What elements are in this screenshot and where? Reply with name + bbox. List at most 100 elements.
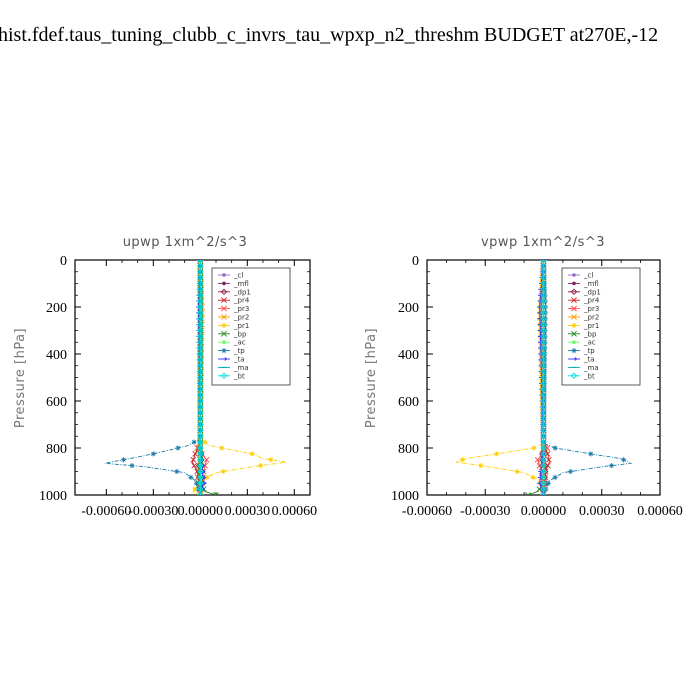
series-point-bt — [540, 462, 547, 469]
legend-marker — [221, 305, 227, 312]
series-point-bt — [197, 350, 204, 358]
series-point-tp — [608, 463, 615, 469]
legend-marker — [571, 330, 577, 337]
series-point-bt — [540, 327, 547, 334]
series-point-bt — [197, 403, 204, 411]
series-point-tp — [188, 474, 194, 480]
legend-label: _pr3 — [233, 305, 249, 313]
series-point-tp — [150, 451, 156, 457]
series-point-bt — [540, 292, 547, 299]
series-point-tp — [588, 451, 594, 457]
series-point-bt — [197, 262, 204, 270]
series-point-bt — [197, 380, 204, 387]
y-tick-label: 0 — [412, 254, 419, 269]
series-point-bt — [540, 303, 547, 311]
legend-label: _bp — [233, 330, 247, 338]
series-point-tp — [620, 457, 627, 463]
legend-label: _pr4 — [233, 297, 250, 305]
legend-label: _bt — [233, 372, 245, 380]
series-point-bt — [540, 274, 547, 281]
x-tick-label: 0.00030 — [579, 504, 625, 519]
plot-area-vpwp: 0 200 400 600 800 1000-0.00060 -0.00030 0.00000… — [391, 254, 683, 519]
y-tick-label: 600 — [46, 395, 67, 410]
legend-marker — [571, 314, 577, 320]
x-tick-label: 0.00000 — [521, 504, 567, 519]
series-point-bt — [197, 450, 204, 458]
series-point-tp — [193, 480, 200, 486]
series-point-pr1 — [531, 445, 537, 451]
legend-label: _ma — [583, 364, 599, 372]
series-point-tp — [545, 480, 551, 486]
series-point-bt — [540, 444, 547, 452]
y-axis-label-vpwp: Pressure [hPa] — [364, 328, 379, 428]
series-point-bt — [197, 397, 204, 405]
series-point-pr4 — [190, 456, 197, 463]
series-point-bt — [540, 309, 547, 317]
y-tick-label: 600 — [398, 395, 419, 410]
series-point-pr4 — [544, 462, 551, 469]
series-point-bt — [197, 409, 204, 416]
series-point-bt — [540, 362, 547, 369]
series-line-tp — [543, 260, 633, 495]
legend-label: _tp — [233, 347, 245, 355]
series-point-bt — [540, 344, 547, 352]
series-point-bt — [540, 491, 547, 495]
plot-area-upwp: 0 200 400 600 800 1000 -0.00060-0.00030 0.00000… — [39, 254, 317, 519]
legend-label: _ac — [583, 339, 596, 347]
series-point-bt — [197, 303, 204, 311]
y-tick-label: 200 — [46, 301, 67, 316]
series-point-bt — [197, 480, 204, 487]
legend-label: _ta — [583, 356, 595, 364]
series-point-pr3 — [203, 456, 210, 463]
series-point-bt — [197, 415, 204, 422]
legend-marker — [222, 273, 226, 277]
series-point-pr1 — [249, 451, 255, 457]
series-point-bt — [197, 444, 204, 452]
series-point-pr4 — [192, 450, 199, 457]
series-point-bt — [540, 297, 547, 305]
series-point-bt — [197, 485, 204, 493]
series-point-bp — [525, 492, 531, 495]
series-point-bt — [540, 321, 547, 328]
series-point-bt — [197, 286, 204, 293]
legend-label: _pr3 — [583, 305, 599, 313]
legend-marker — [572, 340, 576, 345]
series-point-pr1 — [202, 439, 208, 445]
legend-marker — [221, 357, 228, 361]
series-point-pr1 — [192, 486, 198, 492]
legend-marker — [571, 305, 577, 312]
series-point-pr1 — [459, 457, 466, 463]
series-point-tp — [552, 445, 558, 451]
series-point-bt — [197, 462, 204, 469]
legend-label: _mfl — [233, 280, 249, 288]
legend-marker — [221, 314, 227, 320]
x-tick-label: -0.00060 — [402, 504, 452, 519]
y-axis-label-upwp: Pressure [hPa] — [13, 328, 28, 428]
series-point-bt — [197, 468, 204, 475]
panel-title-vpwp: vpwp 1xm^2/s^3 — [481, 235, 605, 250]
series-point-bt — [540, 485, 547, 493]
legend-label: _mfl — [583, 280, 599, 288]
legend-marker — [220, 288, 228, 296]
legend-marker — [221, 330, 227, 337]
legend-marker — [221, 348, 227, 354]
legend-marker — [222, 340, 226, 345]
series-point-bt — [540, 421, 547, 428]
y-tick-label: 200 — [398, 301, 419, 316]
y-tick-label: 0 — [60, 254, 67, 269]
series-point-bt — [197, 333, 204, 340]
x-tick-label: 0.00000 — [178, 504, 224, 519]
legend-label: _dp1 — [233, 288, 251, 296]
legend-label: _pr2 — [583, 314, 599, 322]
series-point-pr4 — [544, 450, 551, 457]
series-line-tp — [104, 260, 201, 495]
x-tick-label: -0.00030 — [128, 504, 178, 519]
series-point-bt — [540, 268, 547, 275]
legend-marker — [221, 297, 227, 304]
series-point-bt — [540, 350, 547, 358]
series-point-pr3 — [534, 456, 541, 463]
series-point-tp — [552, 474, 558, 480]
series-point-bt — [540, 415, 547, 422]
series-point-bt — [540, 386, 547, 393]
